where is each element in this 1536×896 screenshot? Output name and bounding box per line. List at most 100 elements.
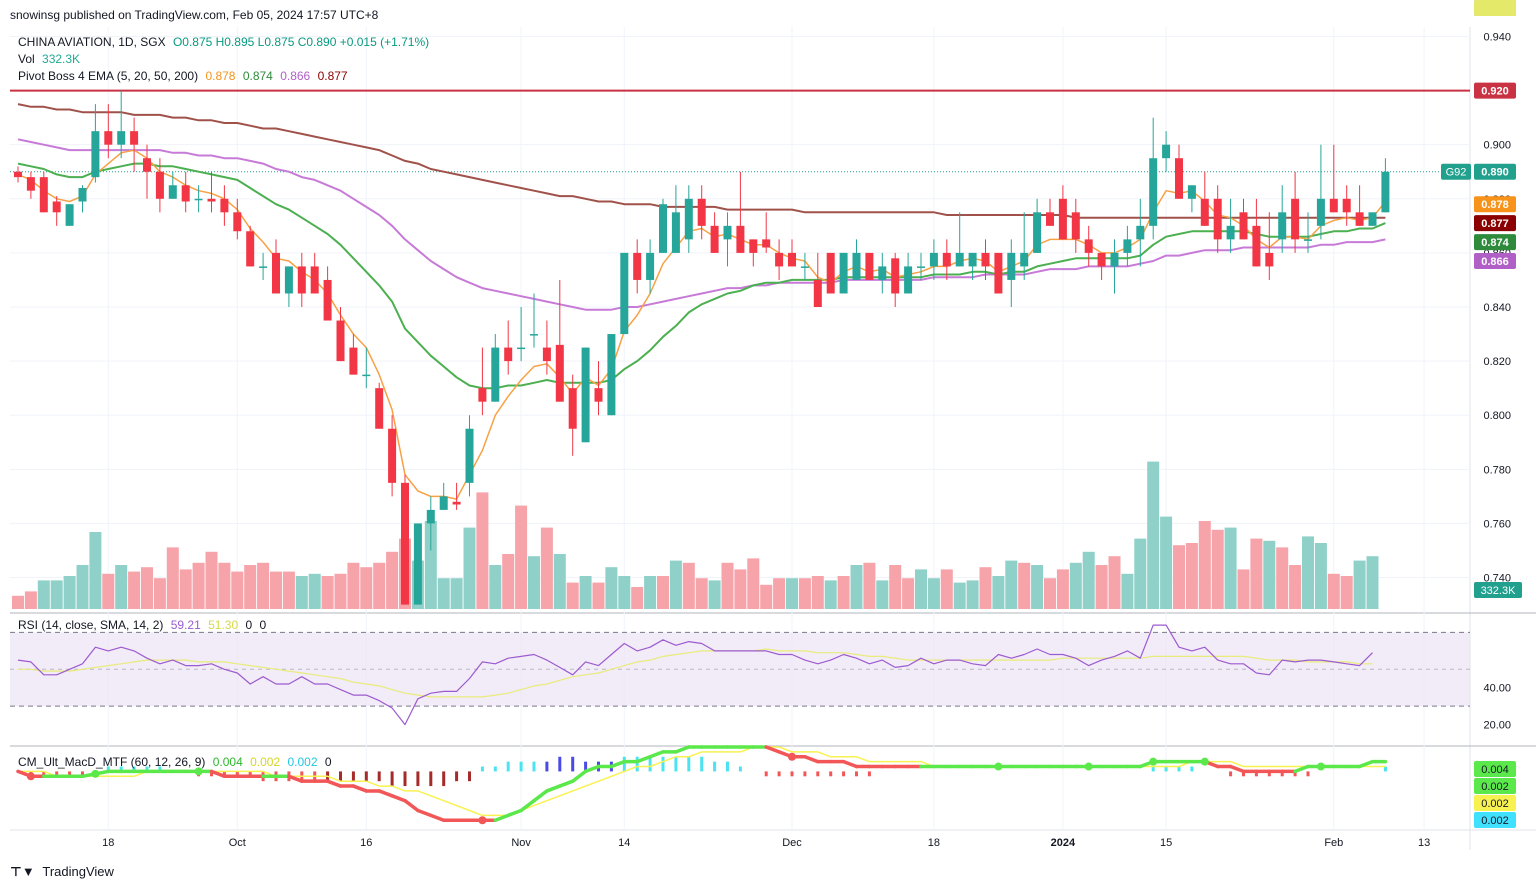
macd-tag (1474, 778, 1516, 794)
macd-histogram-bar (803, 771, 807, 777)
macd-cross-dot (1316, 762, 1325, 771)
macd-cross-dot (1200, 757, 1209, 766)
price-tick-label: 0.780 (1483, 464, 1511, 476)
candle-body (1200, 198, 1209, 226)
macd-histogram-bar (738, 766, 742, 772)
candle-body (1368, 212, 1377, 226)
macd-cross-dot (478, 816, 487, 825)
time-tick-label: Feb (1324, 837, 1343, 849)
candle-body (1239, 212, 1248, 240)
price-tag (1474, 234, 1516, 251)
candle-body (839, 252, 848, 294)
volume-bar (321, 576, 334, 609)
ema50-value: 0.866 (280, 69, 311, 83)
candle-body (1084, 239, 1093, 253)
volume-bar (824, 580, 837, 609)
macd-cross-dot (194, 767, 203, 776)
candle-body (852, 252, 861, 280)
macd-line-segment (325, 779, 343, 788)
candle-body (607, 334, 616, 416)
time-tick-label: 16 (360, 837, 372, 849)
macd-histogram-bar (222, 771, 226, 777)
macd-histogram-bar (519, 761, 523, 772)
candle-body (581, 347, 590, 443)
ema-legend[interactable]: Pivot Boss 4 EMA (5, 20, 50, 200) 0.878 … (18, 69, 352, 83)
volume-bar (76, 565, 89, 609)
ema-label: Pivot Boss 4 EMA (5, 20, 50, 200) (18, 69, 199, 83)
candle-body (220, 198, 229, 213)
volume-bar (1082, 551, 1095, 609)
volume-bar (424, 521, 437, 609)
candle-body (117, 131, 126, 145)
volume-bar (786, 578, 798, 609)
candle-body (52, 201, 61, 213)
volume-bar (515, 505, 528, 609)
volume-bar (373, 562, 386, 609)
candle-body (65, 204, 74, 226)
volume-bar (244, 565, 257, 609)
volume-bar (657, 576, 669, 609)
candle-body (1381, 171, 1390, 213)
time-tick-label: 14 (618, 837, 630, 849)
macd-tag-label: 0.002 (1481, 781, 1509, 793)
candle-body (671, 212, 680, 253)
macd-histogram-bar (674, 756, 678, 772)
rsi-legend[interactable]: RSI (14, close, SMA, 14, 2) 59.21 51.30 … (18, 618, 270, 632)
price-tick-label: 0.800 (1483, 410, 1511, 422)
symbol-legend[interactable]: CHINA AVIATION, 1D, SGX O0.875 H0.895 L0… (18, 35, 433, 49)
macd-tag (1474, 812, 1516, 828)
macd-label: CM_Ult_MacD_MTF (60, 12, 26, 9) (18, 755, 206, 769)
macd-line-segment (764, 745, 781, 754)
candle-body (813, 279, 822, 308)
candle-body (491, 347, 500, 402)
macd-histogram-bar (816, 771, 820, 777)
macd-histogram-bar (416, 771, 420, 787)
candle-body (284, 266, 293, 294)
volume-bar (1198, 521, 1211, 609)
candle-body (1175, 158, 1183, 199)
candle-body (800, 266, 809, 268)
volume-bar (63, 576, 76, 609)
volume-bar (89, 532, 102, 609)
macd-line-segment (841, 759, 859, 769)
candle-body (168, 185, 177, 199)
macd-legend[interactable]: CM_Ult_MacD_MTF (60, 12, 26, 9) 0.004 0.… (18, 755, 336, 769)
macd-line-segment (493, 813, 510, 822)
volume-bar (1211, 529, 1224, 609)
candle-body (39, 177, 48, 213)
volume-bar (437, 578, 450, 609)
macd-histogram-bar (558, 756, 562, 772)
volume-bar (102, 573, 115, 609)
volume-bar (1031, 565, 1044, 609)
candle-body (710, 225, 719, 253)
macd-histogram-bar (145, 766, 149, 772)
candle-body (826, 252, 835, 294)
candle-body (1226, 225, 1235, 240)
tradingview-brand[interactable]: ⊤▼ TradingView (10, 864, 114, 880)
volume-bar (1263, 540, 1276, 609)
volume-legend[interactable]: Vol 332.3K (18, 52, 84, 66)
macd-hist-value: 0.002 (287, 755, 318, 769)
candle-body (1058, 198, 1067, 240)
candle-body (684, 198, 693, 240)
macd-histogram-bar (532, 761, 536, 772)
macd-histogram-bar (661, 756, 665, 772)
volume-bar (940, 569, 953, 609)
macd-line-segment (1357, 759, 1375, 769)
macd-histogram-bar (68, 771, 72, 777)
volume-bar (953, 582, 966, 609)
volume-bar (915, 569, 927, 609)
candle-body (194, 198, 203, 201)
candle-body (401, 482, 409, 605)
volume-bar (257, 562, 270, 609)
macd-cross-dot (1149, 757, 1158, 766)
macd-cross-dot (91, 769, 100, 778)
volume-bar (1185, 543, 1198, 609)
volume-bar (282, 571, 295, 609)
macd-histogram-bar (106, 766, 110, 772)
candle-body (1252, 225, 1261, 267)
volume-bar (489, 565, 502, 609)
volume-bar (850, 565, 863, 609)
macd-histogram-bar (1293, 771, 1297, 777)
